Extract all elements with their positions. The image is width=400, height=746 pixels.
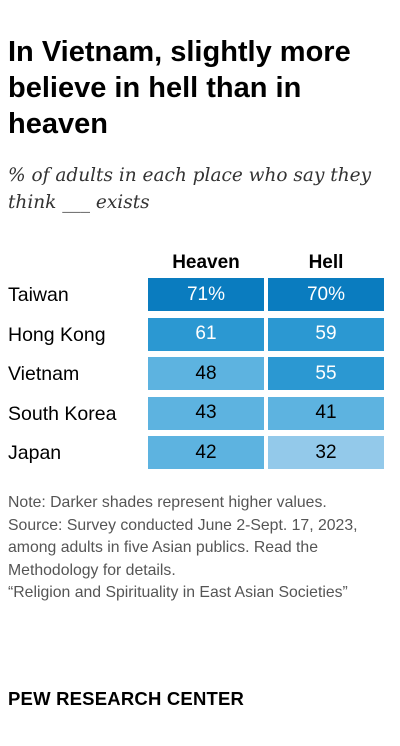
row-label-taiwan: Taiwan (8, 284, 69, 306)
cell-hong-kong-hell: 59 (268, 317, 384, 351)
cell-hong-kong-heaven: 61 (148, 317, 264, 351)
cell-vietnam-heaven: 48 (148, 357, 264, 390)
chart-subtitle: % of adults in each place who say they t… (8, 165, 372, 213)
cell-south-korea-heaven: 43 (148, 396, 264, 430)
cell-japan-heaven: 42 (148, 436, 264, 469)
cell-south-korea-hell: 41 (268, 396, 384, 430)
note-text: Note: Darker shades represent higher val… (8, 494, 327, 511)
row-label-vietnam: Vietnam (8, 363, 80, 385)
row-label-south-korea: South Korea (8, 402, 117, 425)
source-text: Source: Survey conducted June 2-Sept. 17… (8, 516, 358, 579)
notes: Note: Darker shades represent higher val… (8, 492, 398, 605)
row-label-hong-kong: Hong Kong (8, 323, 106, 346)
row-label-japan: Japan (8, 442, 62, 464)
chart-title: In Vietnam, slightly more believe in hel… (8, 36, 351, 140)
column-header-hell: Hell (308, 252, 344, 273)
cell-japan-hell: 32 (268, 436, 384, 469)
cell-vietnam-hell: 55 (268, 357, 384, 390)
cell-taiwan-hell: 70% (268, 278, 384, 311)
pew-logo: PEW RESEARCH CENTER (8, 688, 245, 709)
report-title: “Religion and Spirituality in East Asian… (8, 584, 348, 601)
column-header-heaven: Heaven (172, 252, 240, 273)
cell-taiwan-heaven: 71% (148, 278, 264, 311)
